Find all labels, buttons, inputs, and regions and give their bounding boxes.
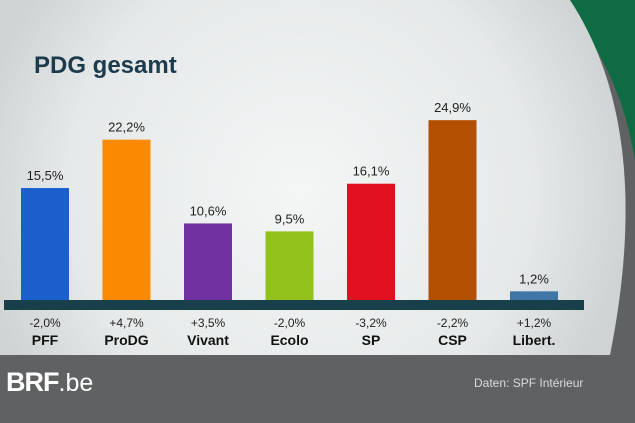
value-label: 10,6% <box>190 203 227 218</box>
value-label: 15,5% <box>27 168 64 183</box>
change-label: -2,0% <box>274 316 306 330</box>
bar-sp <box>347 183 395 300</box>
value-label: 1,2% <box>519 271 549 286</box>
category-label: PFF <box>32 332 59 348</box>
value-label: 22,2% <box>108 120 145 135</box>
data-source-label: Daten: SPF Intérieur <box>474 376 584 390</box>
bar-libert <box>510 291 558 300</box>
change-label: +4,7% <box>109 316 144 330</box>
bar-pff <box>21 188 69 300</box>
category-label: Ecolo <box>270 332 308 348</box>
bar-prodg <box>102 139 151 300</box>
logo-text-domain: .be <box>58 369 94 397</box>
brf-logo: BRF.be <box>6 367 93 398</box>
bar-csp <box>428 120 477 301</box>
change-label: +3,5% <box>191 316 226 330</box>
value-label: 24,9% <box>434 100 471 115</box>
bar-ecolo <box>265 231 314 300</box>
value-label: 16,1% <box>353 164 390 179</box>
bar-vivant <box>184 223 232 300</box>
category-label: ProDG <box>104 332 148 348</box>
category-label: CSP <box>438 332 467 348</box>
category-label: SP <box>362 332 381 348</box>
category-label: Libert. <box>513 332 556 348</box>
chart-title: PDG gesamt <box>34 52 177 79</box>
change-label: -2,0% <box>29 316 61 330</box>
category-label: Vivant <box>187 332 229 348</box>
change-label: -3,2% <box>355 316 387 330</box>
value-label: 9,5% <box>275 211 305 226</box>
change-label: -2,2% <box>437 316 469 330</box>
logo-text-brf: BRF <box>6 367 59 397</box>
change-label: +1,2% <box>517 316 552 330</box>
x-axis-band <box>4 300 584 310</box>
green-accent-swoosh <box>560 0 635 300</box>
